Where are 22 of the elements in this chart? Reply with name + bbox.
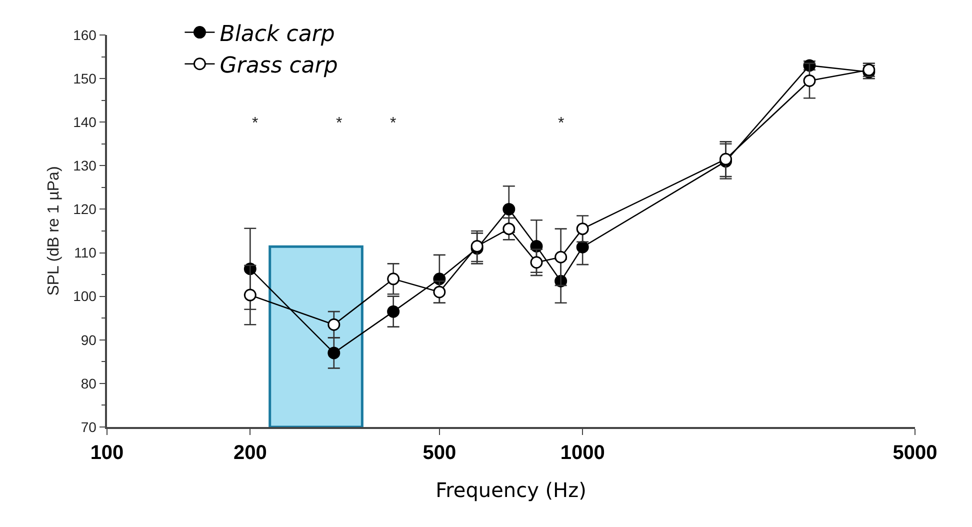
y-tick-label: 150	[73, 70, 97, 86]
y-tick-label: 160	[73, 26, 97, 43]
y-tick-label: 140	[73, 114, 97, 130]
legend-label: Grass carp	[220, 53, 338, 78]
legend-label: Black carp	[220, 22, 335, 47]
x-axis-title: Frequency (Hz)	[436, 478, 586, 502]
y-tick-label: 90	[80, 332, 97, 348]
y-tick-label: 100	[73, 288, 97, 304]
y-tick-label: 110	[74, 244, 97, 261]
annotation: *	[336, 115, 342, 132]
x-tick-label: 5000	[892, 442, 938, 464]
annotation: *	[252, 115, 258, 132]
annotation: *	[390, 115, 396, 132]
x-tick-label: 1000	[560, 442, 605, 464]
y-tick-label: 80	[80, 375, 97, 392]
annotation: *	[558, 115, 564, 132]
y-tick-label: 70	[80, 418, 97, 435]
y-tick-label: 130	[73, 158, 97, 174]
y-axis-title: SPL (dB re 1 µPa)	[45, 166, 62, 296]
x-tick-label: 200	[233, 442, 267, 464]
x-tick-label: 500	[422, 442, 456, 464]
y-tick-label: 120	[73, 201, 97, 218]
